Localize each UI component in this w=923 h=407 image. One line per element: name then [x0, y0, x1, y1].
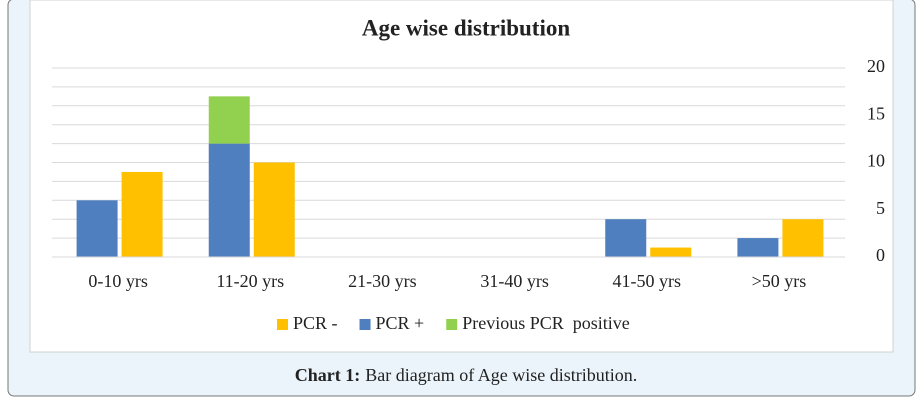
bar	[121, 171, 163, 257]
y-tick-label: 20	[867, 56, 885, 76]
bar	[650, 247, 692, 257]
x-tick-label: 21-30 yrs	[348, 271, 417, 291]
legend-label: PCR -	[293, 313, 338, 333]
chart-area	[29, 0, 894, 353]
legend-label: PCR +	[376, 313, 425, 333]
bar	[605, 219, 647, 257]
caption-text: Bar diagram of Age wise distribution.	[365, 365, 637, 385]
legend-label: Previous PCR positive	[462, 313, 630, 333]
caption-label: Chart 1:	[295, 365, 361, 385]
y-tick-label: 15	[867, 103, 885, 123]
bar	[208, 96, 250, 144]
x-tick-label: 11-20 yrs	[216, 271, 284, 291]
legend-swatch	[277, 319, 288, 330]
legend-swatch	[359, 319, 371, 330]
y-tick-label: 0	[876, 245, 885, 265]
y-tick-label: 10	[867, 151, 885, 171]
x-tick-label: 41-50 yrs	[613, 271, 682, 291]
bar	[737, 238, 779, 257]
bar	[208, 143, 250, 257]
bar	[76, 200, 118, 257]
legend-swatch	[446, 319, 458, 330]
x-tick-label: 31-40 yrs	[480, 271, 549, 291]
chart-title: Age wise distribution	[362, 15, 571, 40]
bar	[782, 219, 824, 257]
bar	[253, 162, 295, 257]
caption: Chart 1: Bar diagram of Age wise distribu…	[295, 365, 637, 385]
y-tick-label: 5	[876, 198, 885, 218]
x-tick-label: 0-10 yrs	[88, 271, 148, 291]
x-tick-label: >50 yrs	[752, 271, 807, 291]
